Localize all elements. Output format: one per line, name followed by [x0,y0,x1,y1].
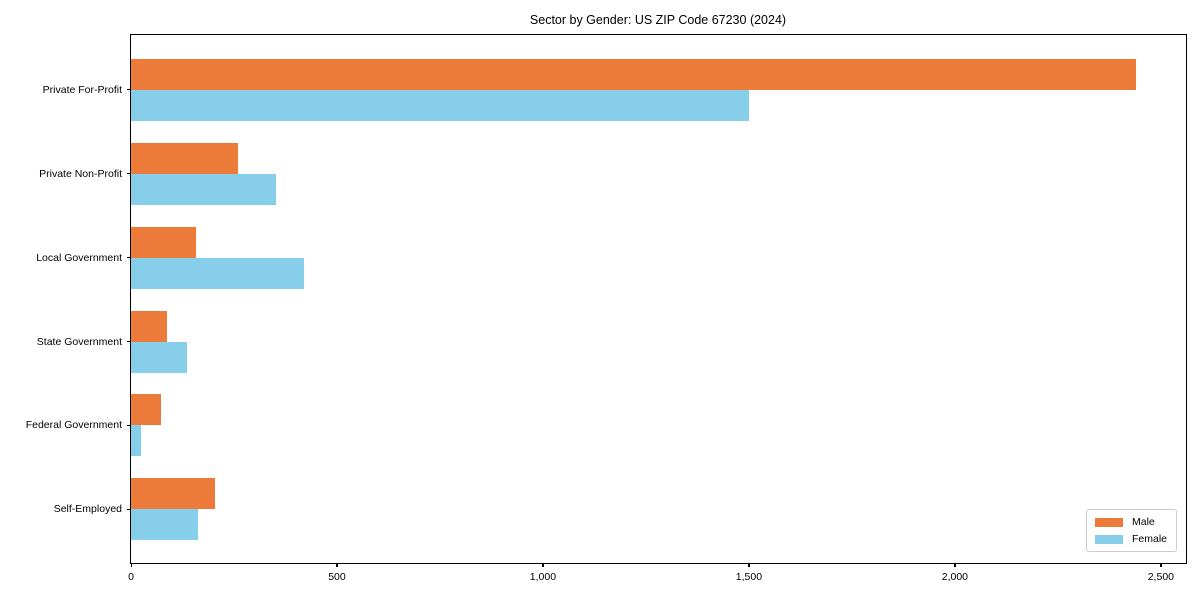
bar-male-local-government [131,226,197,258]
x-tick-label-0: 0 [128,571,134,583]
x-axis-tick [1160,563,1162,567]
x-tick-label-1500: 1,500 [735,571,763,583]
legend-swatch-male-icon [1094,517,1123,527]
chart-title: Sector by Gender: US ZIP Code 67230 (202… [529,13,787,27]
bar-male-federal-government [131,394,162,426]
y-axis-tick [127,508,131,511]
y-tick-label-private-for-profit: Private For-Profit [42,83,122,96]
y-axis-tick [127,424,131,427]
x-axis-tick [336,563,338,567]
y-tick-label-private-non-profit: Private Non-Profit [39,167,122,180]
x-axis-tick [542,563,544,567]
y-axis-tick [127,89,131,91]
bar-female-private-for-profit [131,89,749,121]
legend: Male Female [1085,509,1177,552]
x-axis-tick [954,563,956,567]
bar-female-local-government [131,257,305,289]
y-axis-tick [127,341,131,343]
bar-female-federal-government [131,425,142,457]
x-tick-label-2000: 2,000 [941,571,969,583]
bar-male-private-for-profit [131,58,1137,90]
x-tick-label-2500: 2,500 [1147,571,1174,583]
x-axis-tick [748,563,750,567]
y-tick-label-self-employed: Self-Employed [53,503,122,516]
bar-male-self-employed [131,478,215,510]
x-axis-tick [130,563,132,567]
y-tick-label-local-government: Local Government [36,251,122,264]
legend-item-female: Female [1094,533,1167,545]
legend-swatch-female-icon [1094,534,1123,544]
legend-label-female: Female [1131,533,1167,545]
x-tick-label-1000: 1,000 [529,571,557,583]
legend-item-male: Male [1094,516,1167,528]
bar-female-private-non-profit [131,173,276,205]
y-tick-label-state-government: State Government [36,335,122,348]
y-axis-tick [127,257,131,259]
legend-label-male: Male [1131,516,1155,528]
x-tick-label-500: 500 [328,571,346,583]
bar-female-self-employed [131,509,199,541]
plot-area: Male Female Private For-Profit Private No… [26,34,1187,583]
y-tick-label-federal-government: Federal Government [25,419,122,432]
bar-female-state-government [131,341,187,373]
bar-male-state-government [131,310,167,342]
y-axis-tick [127,173,131,175]
bar-male-private-non-profit [131,142,239,174]
